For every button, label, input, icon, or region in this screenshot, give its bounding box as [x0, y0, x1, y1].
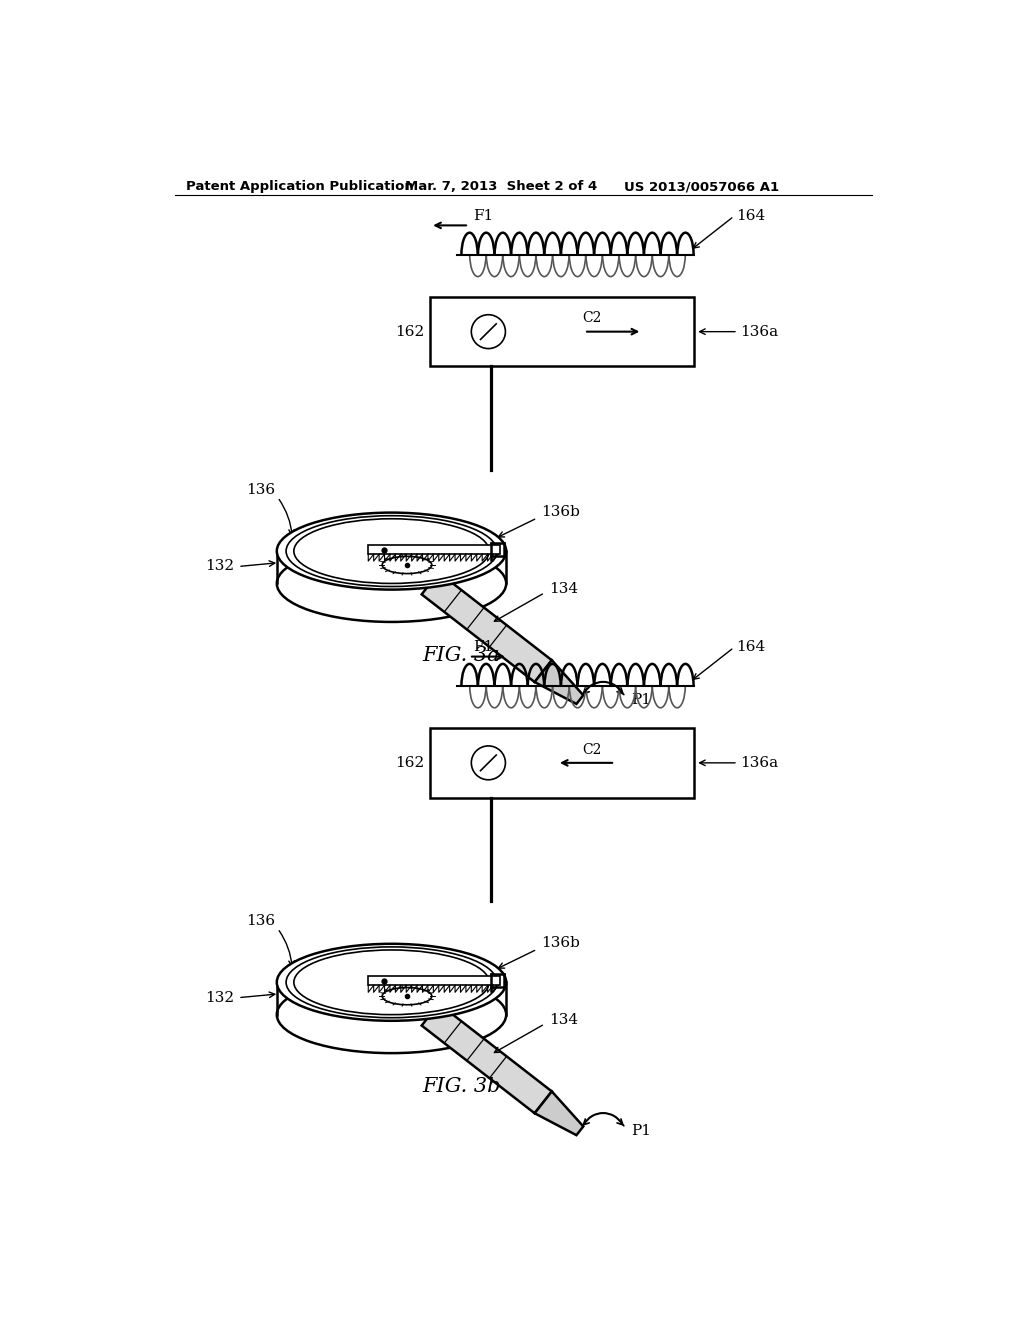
Text: 164: 164: [736, 640, 766, 655]
Polygon shape: [535, 660, 584, 704]
Bar: [369, 545, 500, 554]
Ellipse shape: [382, 987, 432, 1005]
Text: Mar. 7, 2013  Sheet 2 of 4: Mar. 7, 2013 Sheet 2 of 4: [404, 181, 597, 194]
Bar: [369, 977, 500, 985]
Text: 162: 162: [395, 325, 424, 339]
Ellipse shape: [276, 512, 506, 590]
Ellipse shape: [276, 545, 506, 622]
Text: F1: F1: [473, 209, 494, 223]
Text: 134: 134: [549, 582, 578, 595]
Text: 136b: 136b: [541, 504, 580, 519]
Text: US 2013/0057066 A1: US 2013/0057066 A1: [624, 181, 779, 194]
Polygon shape: [535, 1092, 584, 1135]
Text: FIG. 3b: FIG. 3b: [422, 1077, 501, 1096]
Ellipse shape: [382, 556, 432, 574]
Text: P1: P1: [631, 693, 651, 706]
Text: P1: P1: [631, 1123, 651, 1138]
Circle shape: [471, 314, 506, 348]
Text: 164: 164: [736, 209, 766, 223]
Text: F1: F1: [473, 640, 494, 655]
Text: 134: 134: [549, 1012, 578, 1027]
Circle shape: [471, 746, 506, 780]
Ellipse shape: [294, 950, 489, 1015]
Text: 162: 162: [395, 756, 424, 770]
Ellipse shape: [294, 519, 489, 583]
Ellipse shape: [276, 977, 506, 1053]
Text: 136: 136: [246, 483, 275, 496]
Text: C2: C2: [583, 312, 601, 326]
Polygon shape: [422, 573, 552, 682]
Text: 132: 132: [205, 560, 234, 573]
Text: 136b: 136b: [541, 936, 580, 950]
Ellipse shape: [276, 944, 506, 1020]
Text: Patent Application Publication: Patent Application Publication: [186, 181, 414, 194]
Polygon shape: [422, 1003, 552, 1113]
Text: 136a: 136a: [740, 325, 778, 339]
Text: FIG. 3a: FIG. 3a: [423, 645, 500, 664]
Bar: [430, 729, 693, 797]
Text: 132: 132: [205, 991, 234, 1005]
Text: C2: C2: [583, 743, 601, 756]
Bar: [430, 297, 693, 367]
Text: 136: 136: [246, 913, 275, 928]
Text: 136a: 136a: [740, 756, 778, 770]
